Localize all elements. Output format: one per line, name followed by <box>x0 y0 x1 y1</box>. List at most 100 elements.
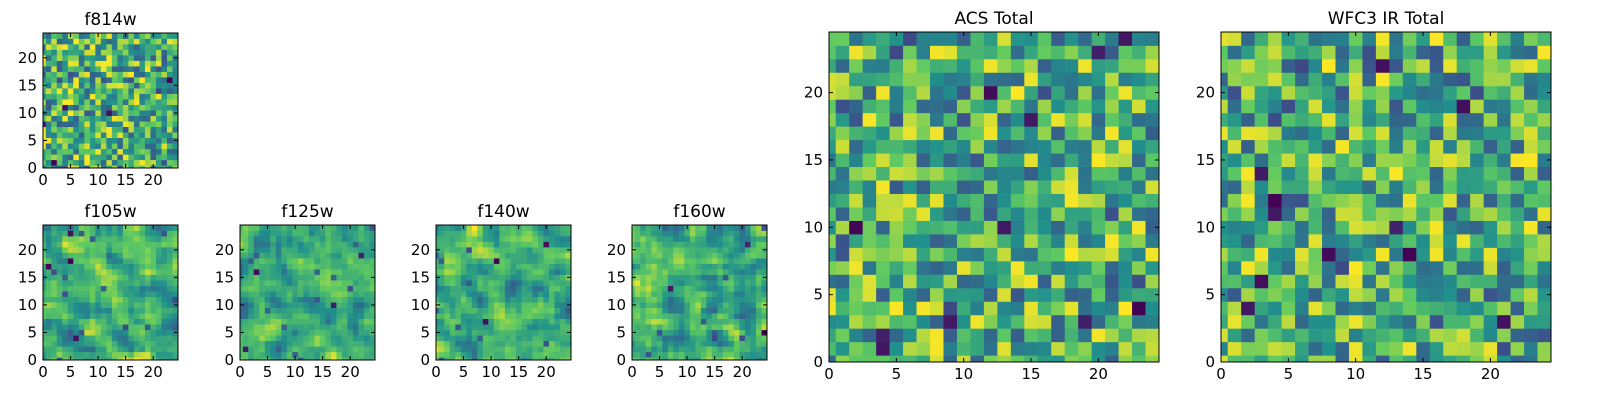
heatmap-cell <box>750 236 757 242</box>
heatmap-cell <box>1335 126 1350 141</box>
heatmap-cell <box>297 357 304 361</box>
heatmap-cell <box>706 236 713 242</box>
heatmap-cell <box>1510 341 1525 356</box>
heatmap-cell <box>297 307 304 314</box>
heatmap-cell <box>139 60 146 67</box>
heatmap-cell <box>750 335 757 342</box>
heatmap-cell <box>755 351 762 358</box>
heatmap-cell <box>1389 287 1404 302</box>
heatmap-cell <box>876 99 890 114</box>
heatmap-cell <box>248 241 255 248</box>
heatmap-cell <box>62 274 69 281</box>
heatmap-cell <box>1497 274 1511 289</box>
heatmap-cell <box>471 346 478 353</box>
heatmap-cell <box>477 329 484 336</box>
heatmap-cell <box>240 313 244 320</box>
heatmap-cell <box>689 357 696 361</box>
heatmap-cell <box>739 247 746 253</box>
heatmap-cell <box>695 313 702 320</box>
heatmap-cell <box>744 241 751 248</box>
heatmap-cell <box>943 126 958 141</box>
heatmap-cell <box>444 340 451 347</box>
heatmap-cell <box>673 247 680 253</box>
heatmap-cell <box>755 263 762 270</box>
heatmap-cell <box>695 324 702 331</box>
heatmap-cell <box>695 302 702 308</box>
heatmap-cell <box>319 241 326 248</box>
heatmap-cell <box>1537 355 1552 363</box>
heatmap-cell <box>930 85 944 100</box>
heatmap-cell <box>750 269 757 275</box>
heatmap-cell <box>352 307 359 314</box>
heatmap-cell <box>1051 32 1066 46</box>
heatmap-cell <box>493 263 500 270</box>
heatmap-cell <box>916 207 931 221</box>
heatmap-cell <box>565 269 572 275</box>
heatmap-cell <box>51 93 58 100</box>
heatmap-cell <box>100 148 107 155</box>
heatmap-cell <box>499 241 506 248</box>
heatmap-cell <box>532 313 539 320</box>
heatmap-cell <box>43 33 47 39</box>
heatmap-cell <box>733 274 740 281</box>
heatmap-cell <box>166 291 173 297</box>
heatmap-cell <box>1295 341 1309 356</box>
heatmap-cell <box>1295 45 1309 60</box>
heatmap-cell <box>455 252 462 259</box>
heatmap-cell <box>466 252 473 259</box>
heatmap-cell <box>259 307 266 314</box>
heatmap-cell <box>449 307 456 314</box>
heatmap-cell <box>1456 247 1471 262</box>
heatmap-cell <box>242 252 249 259</box>
heatmap-cell <box>640 252 647 259</box>
heatmap-cell <box>444 274 451 281</box>
heatmap-cell <box>1024 139 1039 154</box>
heatmap-cell <box>369 296 376 303</box>
heatmap-cell <box>526 351 533 358</box>
heatmap-cell <box>943 193 958 208</box>
heatmap-cell <box>970 99 985 114</box>
heatmap-cell <box>744 263 751 270</box>
heatmap-cell <box>1497 45 1511 60</box>
heatmap-cell <box>997 220 1012 235</box>
heatmap-cell <box>84 66 91 72</box>
heatmap-cell <box>1402 274 1417 289</box>
heatmap-cell <box>89 159 96 166</box>
heatmap-cell <box>537 247 544 253</box>
y-tick-label: 5 <box>224 323 234 341</box>
heatmap-cell <box>1470 287 1484 302</box>
heatmap-cell <box>444 236 451 242</box>
heatmap-cell <box>889 260 904 275</box>
heatmap-cell <box>150 291 157 297</box>
heatmap-cell <box>499 247 506 253</box>
heatmap-cell <box>1335 274 1350 289</box>
heatmap-cell <box>161 159 168 166</box>
heatmap-cell <box>89 88 96 94</box>
heatmap-cell <box>117 269 124 275</box>
heatmap-cell <box>78 66 85 72</box>
heatmap-cell <box>1254 32 1269 46</box>
heatmap-cell <box>1456 274 1471 289</box>
heatmap-cell <box>1241 72 1256 87</box>
heatmap-cell <box>139 307 146 314</box>
heatmap-cell <box>876 234 890 248</box>
heatmap-cell <box>139 318 146 325</box>
heatmap-cell <box>997 85 1012 100</box>
heatmap-cell <box>970 126 985 141</box>
heatmap-cell <box>45 296 52 303</box>
heatmap-cell <box>449 313 456 320</box>
heatmap-cell <box>155 351 162 358</box>
heatmap-cell <box>1510 193 1525 208</box>
heatmap-cell <box>656 274 663 281</box>
heatmap-cell <box>106 280 113 286</box>
heatmap-cell <box>56 263 63 270</box>
heatmap-cell <box>1221 99 1229 114</box>
heatmap-cell <box>78 93 85 100</box>
heatmap-cell <box>51 132 58 139</box>
heatmap-cell <box>330 307 337 314</box>
heatmap-cell <box>645 225 652 231</box>
heatmap-cell <box>106 274 113 281</box>
heatmap-cell <box>970 193 985 208</box>
heatmap-cell <box>73 241 80 248</box>
heatmap-cell <box>150 247 157 253</box>
